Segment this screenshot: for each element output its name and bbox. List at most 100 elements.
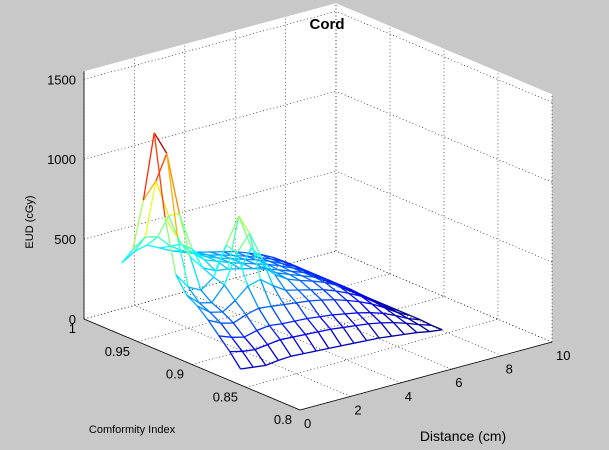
grid-line-y [191,296,445,365]
surface-segment [267,263,279,271]
surface-segment [304,334,317,352]
surface-segment [204,259,218,262]
surface-segment [132,236,146,251]
surface-segment [382,312,395,324]
surface-segment [153,132,168,154]
surface-segment [344,312,358,315]
surface-segment [200,276,215,291]
surface-segment [420,319,432,326]
surface-segment [272,285,285,305]
surface-segment [253,266,265,270]
surface-segment [405,322,418,334]
surface-segment [234,285,249,302]
surface-segment [418,324,430,333]
z-tick-label: 0 [69,312,76,327]
surface-segment [294,317,308,322]
surface-segment [231,336,243,352]
surface-segment [312,280,326,284]
surface-segment [265,359,279,366]
surface-segment [283,304,296,322]
surface-segment [325,281,338,287]
surface-segment [357,312,369,325]
surface-segment [207,319,220,337]
surface-segment [233,314,247,324]
surface-segment [407,317,421,321]
grid-line-z [335,170,553,263]
surface-segment [177,237,191,258]
surface-segment [274,273,288,280]
surface-segment [384,307,396,317]
grid-line-z [83,10,337,80]
surface-segment [249,233,263,260]
surface-segment [258,305,272,309]
grid-line-x [235,277,452,370]
x-tick-label: 4 [405,389,412,404]
surface-segment [218,335,231,353]
surface-segment [268,325,281,341]
surface-segment [175,274,188,296]
surface-segment [191,248,206,261]
surface-segment [223,284,236,302]
surface-segment [259,279,272,307]
surface-segment [188,286,202,291]
surface-segment [202,267,215,278]
surface-segment [371,303,385,309]
z-tick-label: 1000 [47,152,76,167]
surface-segment [213,276,225,286]
surface-segment [301,275,315,278]
x-tick-label: 0 [304,416,311,431]
surface-segment [164,217,177,275]
z-axis-label: EUD (cGy) [24,195,36,248]
surface-segment [256,330,269,346]
surface-segment [121,249,134,264]
surface-segment [242,262,256,265]
surface-segment [355,325,368,341]
surface-segment [178,213,191,257]
surface-segment [220,322,233,338]
surface-segment [306,318,319,333]
surface-segment [323,288,337,292]
surface-segment [238,215,251,234]
surface-segment [341,342,355,347]
surface-segment [310,289,323,301]
surface-segment [186,294,198,307]
surface-segment [242,262,254,270]
x-tick-label: 8 [506,362,513,377]
surface-segment [191,248,204,269]
surface-segment [344,313,357,327]
y-tick-label: 0.8 [274,412,292,427]
grid-line-x [134,305,351,397]
surface-segment [281,323,294,338]
surface-segment [240,366,254,370]
axes-box [83,71,553,411]
surface-segment [267,263,281,267]
surface-segment [380,322,393,337]
surface-segment [308,299,322,302]
surface-segment [253,364,266,368]
surface-segment [267,344,279,361]
surface-segment [276,272,290,275]
x-axis-label: Distance (cm) [420,428,506,444]
surface-segment [211,284,225,304]
surface-segment [305,331,319,336]
surface-segment [324,281,337,292]
surface-segment [294,320,306,335]
x-axis-line [299,341,553,411]
surface-segment [248,233,262,280]
surface-segment [189,256,202,291]
surface-segment [166,153,181,215]
surface-segment [196,305,209,321]
surface-segment [267,339,281,346]
surface-segment [348,292,362,297]
surface-segment [187,286,200,304]
surface-segment [270,306,283,325]
surface-segment [208,319,221,324]
grid-line-y [137,273,391,343]
surface-segment [245,307,259,316]
surface-segment [303,350,317,355]
surface-segment [227,215,240,270]
grid-line-z [83,90,337,160]
surface-segment [290,352,304,357]
grid-line-z [335,90,553,183]
surface-segment [346,299,359,314]
